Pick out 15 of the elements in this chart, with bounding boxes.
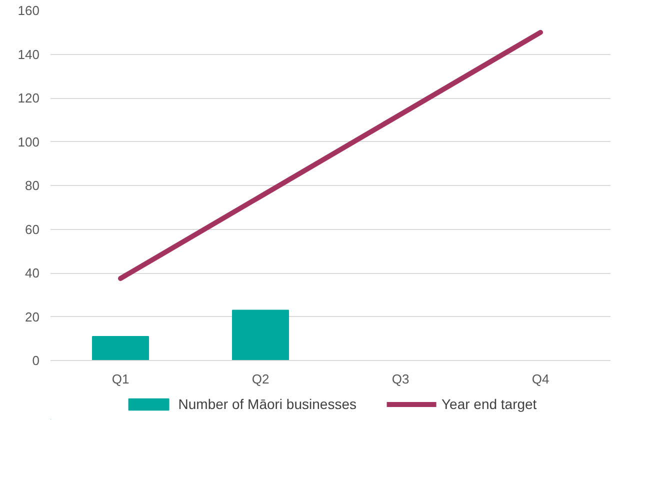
x-tick-label: Q4 bbox=[532, 372, 550, 386]
x-tick-label: Q1 bbox=[112, 372, 130, 386]
y-tick-label: 140 bbox=[18, 46, 40, 62]
y-tick-label: 160 bbox=[18, 3, 40, 18]
y-tick-label: 20 bbox=[25, 309, 40, 324]
legend-label: Year end target bbox=[441, 396, 537, 412]
y-tick-label: 60 bbox=[25, 222, 40, 237]
x-tick-label: Q2 bbox=[252, 372, 270, 386]
x-tick-label: Q3 bbox=[392, 372, 410, 386]
legend-label: Number of Māori businesses bbox=[178, 396, 356, 412]
y-tick-label: 80 bbox=[25, 178, 40, 193]
y-tick-label: 0 bbox=[32, 353, 40, 368]
y-tick-label: 120 bbox=[18, 90, 40, 106]
y-tick-label: 100 bbox=[18, 134, 40, 150]
y-tick-label: 40 bbox=[25, 266, 40, 280]
